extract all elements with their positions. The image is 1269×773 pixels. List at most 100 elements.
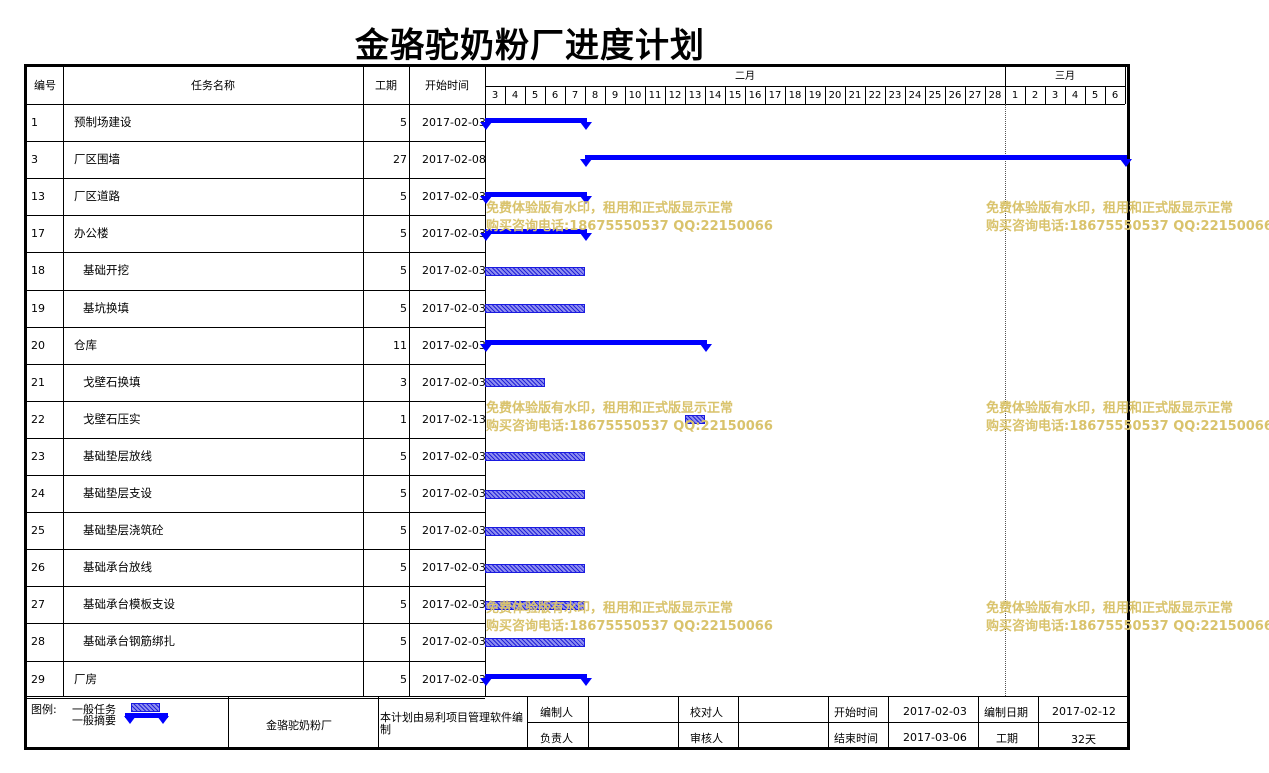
duration-value: 32天 [1071,733,1096,746]
summary-end-marker [700,344,712,352]
task-name: 预制场建设 [74,114,132,129]
responsible-label: 负责人 [540,732,573,745]
table-row[interactable]: 13 厂区道路 5 2017-02-03 [27,178,486,215]
day-divider [905,86,906,104]
summary-bar[interactable] [485,340,707,345]
day-label: 1 [1011,90,1019,101]
task-duration: 5 [400,561,407,574]
task-duration: 5 [400,635,407,648]
table-row[interactable]: 25 基础垫层浇筑砼 5 2017-02-03 [27,512,486,549]
summary-end-marker [580,233,592,241]
task-bar[interactable] [485,527,585,536]
table-row[interactable]: 26 基础承台放线 5 2017-02-03 [27,549,486,586]
summary-start-marker [480,678,492,686]
task-id: 18 [31,264,45,277]
task-name: 基坑换填 [83,300,129,315]
date-value: 2017-02-12 [1052,705,1116,718]
day-label: 22 [868,90,882,101]
editor-label: 编制人 [540,706,573,719]
task-name: 厂区道路 [74,188,120,203]
summary-start-marker [480,196,492,204]
task-id: 19 [31,302,45,315]
task-bar[interactable] [485,490,585,499]
table-row[interactable]: 29 厂房 5 2017-02-03 [27,661,486,698]
end-label: 结束时间 [834,732,878,745]
task-bar[interactable] [485,564,585,573]
task-name: 仓库 [74,337,97,352]
row-divider [27,623,485,624]
end-value: 2017-03-06 [903,731,967,744]
day-divider [805,86,806,104]
duration-label: 工期 [996,732,1018,745]
table-row[interactable]: 1 预制场建设 5 2017-02-03 [27,104,486,141]
table-row[interactable]: 23 基础垫层放线 5 2017-02-03 [27,438,486,475]
day-label: 6 [1111,90,1119,101]
day-divider [745,86,746,104]
task-name: 戈壁石换填 [83,374,141,389]
task-duration: 1 [400,413,407,426]
day-divider [565,86,566,104]
page-title: 金骆驼奶粉厂进度计划 [355,26,705,66]
summary-bar[interactable] [485,118,587,123]
table-row[interactable]: 20 仓库 11 2017-02-03 [27,327,486,364]
table-row[interactable]: 21 戈壁石换填 3 2017-02-03 [27,364,486,401]
task-bar[interactable] [485,638,585,647]
task-id: 29 [31,673,45,686]
task-bar[interactable] [485,378,545,387]
task-id: 21 [31,376,45,389]
task-name: 厂区围墙 [74,151,120,166]
day-label: 8 [591,90,599,101]
summary-bar[interactable] [485,229,587,234]
summary-start-marker [480,122,492,130]
legend-task-swatch [131,703,160,712]
task-id: 23 [31,450,45,463]
task-id: 27 [31,598,45,611]
day-divider [605,86,606,104]
start-value: 2017-02-03 [903,705,967,718]
task-bar[interactable] [485,267,585,276]
summary-bar[interactable] [485,674,587,679]
day-divider [925,86,926,104]
day-label: 9 [611,90,619,101]
summary-end-marker [580,122,592,130]
legend-summary-marker [124,716,136,724]
task-duration: 5 [400,524,407,537]
day-label: 10 [628,90,642,101]
table-row[interactable]: 28 基础承台钢筋绑扎 5 2017-02-03 [27,623,486,660]
table-row[interactable]: 27 基础承台模板支设 5 2017-02-03 [27,586,486,623]
day-label: 5 [1091,90,1099,101]
day-divider [945,86,946,104]
task-start: 2017-02-03 [422,487,486,500]
task-id: 24 [31,487,45,500]
table-row[interactable]: 3 厂区围墙 27 2017-02-08 [27,141,486,178]
day-divider [685,86,686,104]
summary-bar[interactable] [585,155,1127,160]
summary-start-marker [580,159,592,167]
header-duration: 工期 [375,79,397,92]
table-row[interactable]: 17 办公楼 5 2017-02-03 [27,215,486,252]
task-bar[interactable] [485,452,585,461]
table-row[interactable]: 24 基础垫层支设 5 2017-02-03 [27,475,486,512]
day-divider [1025,86,1026,104]
summary-end-marker [580,196,592,204]
row-divider [27,475,485,476]
table-row[interactable]: 22 戈壁石压实 1 2017-02-13 [27,401,486,438]
summary-bar[interactable] [485,192,587,197]
task-name: 基础承台放线 [83,559,152,574]
table-row[interactable]: 18 基础开挖 5 2017-02-03 [27,252,486,289]
task-id: 17 [31,227,45,240]
task-bar[interactable] [685,415,705,424]
task-start: 2017-02-03 [422,376,486,389]
task-bar[interactable] [485,601,585,610]
legend-summary-swatch [125,713,168,718]
task-duration: 5 [400,598,407,611]
summary-start-marker [480,344,492,352]
row-divider [27,327,485,328]
task-bar[interactable] [485,304,585,313]
day-divider [1045,86,1046,104]
task-name: 基础承台模板支设 [83,596,175,611]
table-row[interactable]: 19 基坑换填 5 2017-02-03 [27,290,486,327]
legend-summary-marker [157,716,169,724]
summary-end-marker [580,678,592,686]
day-label: 4 [1071,90,1079,101]
